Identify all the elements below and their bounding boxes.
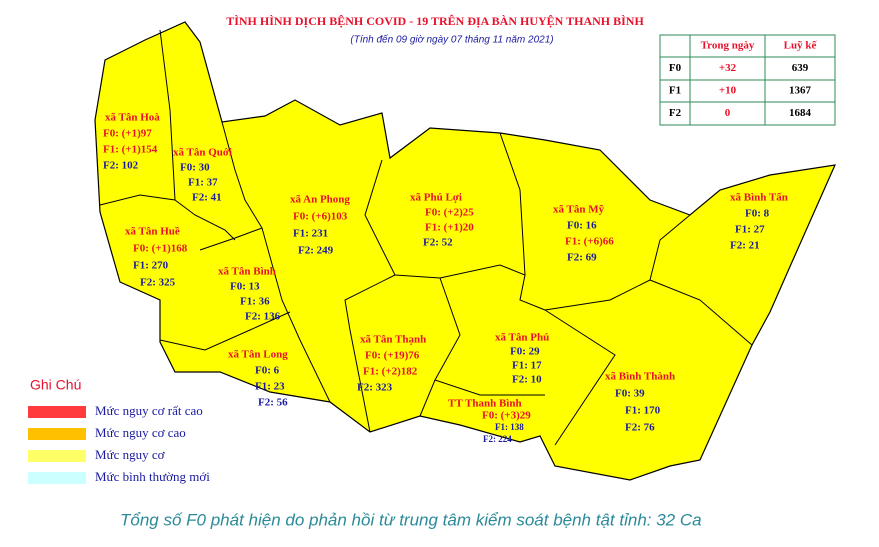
region-stat: F1: 231 (293, 228, 328, 240)
region-name: TT Thanh Bình (448, 398, 522, 410)
region-stat: F2: 249 (298, 245, 334, 257)
region-stat: F1: 27 (735, 224, 765, 236)
region-name: xã Tân Hoà (105, 112, 160, 124)
region-name: xã Tân Phú (495, 332, 549, 344)
region-stat: F2: 41 (192, 192, 222, 204)
subtitle: (Tính đến 09 giờ ngày 07 tháng 11 năm 20… (350, 34, 553, 46)
legend-swatch (28, 406, 86, 418)
legend-swatch (28, 428, 86, 440)
region-stat: F1: (+1)154 (103, 144, 158, 156)
region-name: xã An Phong (290, 194, 350, 206)
region-stat: F0: (+1)97 (103, 128, 152, 140)
region-name: xã Phú Lợi (410, 192, 462, 204)
region-stat: F2: 52 (423, 237, 453, 249)
region-name: xã Tân Mỹ (553, 204, 605, 216)
legend-title: Ghi Chú (30, 377, 81, 393)
region-name: xã Tân Long (228, 349, 288, 361)
table-cell: 0 (725, 107, 731, 119)
region-stat: F1: (+1)20 (425, 222, 474, 234)
region-name: xã Tân Thạnh (360, 334, 426, 346)
table-cell: +32 (719, 62, 737, 74)
table-header: Trong ngày (701, 40, 755, 52)
footer-note: Tổng số F0 phát hiện do phản hồi từ trun… (120, 510, 702, 529)
legend: Ghi Chú Mức nguy cơ rất cao Mức nguy cơ ca… (28, 377, 210, 484)
region-stat: F0: 8 (745, 208, 770, 220)
map (94, 21, 836, 481)
region-stat: F1: (+2)182 (363, 366, 418, 378)
region-stat: F2: 224 (483, 434, 512, 444)
table-cell: F2 (669, 107, 682, 119)
region-stat: F0: 39 (615, 388, 645, 400)
region-stat: F0: (+19)76 (365, 350, 420, 362)
region-stat: F2: 102 (103, 160, 139, 172)
region-stat: F1: 270 (133, 260, 169, 272)
region-stat: F0: 16 (567, 220, 597, 232)
table-cell: F0 (669, 62, 682, 74)
region-name: xã Tân Bình (218, 266, 276, 278)
region-stat: F1: 23 (255, 381, 285, 393)
region-stat: F1: 170 (625, 405, 661, 417)
legend-swatch (28, 472, 86, 484)
table-cell: F1 (669, 85, 681, 97)
region-stat: F0: (+3)29 (482, 410, 531, 422)
region-stat: F2: 10 (512, 374, 542, 386)
region-labels: xã Tân Hoà F0: (+1)97 F1: (+1)154 F2: 102 xã… (103, 112, 788, 445)
region-name: xã Bình Thành (605, 371, 675, 383)
region-stat: F2: 323 (357, 382, 393, 394)
region-stat: F0: (+1)168 (133, 243, 188, 255)
title: TÌNH HÌNH DỊCH BỆNH COVID - 19 TRÊN ĐỊA … (226, 14, 644, 28)
region-stat: F1: (+6)66 (565, 236, 614, 248)
table-cell: +10 (719, 85, 737, 97)
region-stat: F0: 13 (230, 281, 260, 293)
region-stat: F0: (+2)25 (425, 207, 474, 219)
legend-label: Mức bình thường mới (95, 469, 210, 484)
region-stat: F1: 37 (188, 177, 218, 189)
region-stat: F1: 17 (512, 360, 542, 372)
region-stat: F2: 56 (258, 397, 288, 409)
summary-table: Trong ngày Luỹ kế F0 +32 639 F1 +10 1367 F2 0 1684 (659, 34, 836, 126)
legend-label: Mức nguy cơ cao (95, 425, 186, 440)
region-stat: F0: 30 (180, 162, 210, 174)
table-header: Luỹ kế (784, 40, 818, 52)
region-stat: F1: 138 (495, 422, 524, 432)
region-stat: F2: 21 (730, 240, 760, 252)
region-stat: F0: (+6)103 (293, 211, 348, 223)
legend-label: Mức nguy cơ (95, 447, 166, 462)
table-cell: 639 (792, 62, 809, 74)
region-stat: F2: 69 (567, 252, 597, 264)
region-stat: F0: 29 (510, 346, 540, 358)
region-stat: F1: 36 (240, 296, 270, 308)
table-cell: 1367 (789, 85, 812, 97)
region-stat: F2: 136 (245, 311, 281, 323)
region-stat: F2: 76 (625, 422, 655, 434)
table-cell: 1684 (789, 107, 812, 119)
region-stat: F0: 6 (255, 365, 280, 377)
region-name: xã Bình Tấn (730, 192, 788, 204)
commune-borders (99, 29, 753, 446)
legend-swatch (28, 450, 86, 462)
region-name: xã Tân Huề (125, 226, 180, 238)
region-stat: F2: 325 (140, 277, 176, 289)
district-outline (94, 21, 836, 481)
region-name: xã Tân Quới (173, 147, 232, 159)
legend-label: Mức nguy cơ rất cao (95, 403, 203, 418)
